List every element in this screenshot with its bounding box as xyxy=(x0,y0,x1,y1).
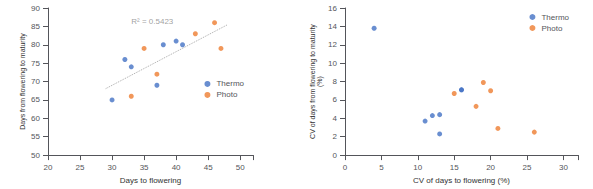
svg-text:50: 50 xyxy=(31,151,40,160)
svg-text:Days from flowering to maturit: Days from flowering to maturity xyxy=(19,33,27,130)
svg-text:12: 12 xyxy=(328,40,337,49)
svg-text:65: 65 xyxy=(31,95,40,104)
svg-text:5: 5 xyxy=(379,163,384,172)
svg-text:Photo: Photo xyxy=(216,90,237,99)
svg-text:75: 75 xyxy=(31,59,40,68)
svg-text:4: 4 xyxy=(333,114,338,123)
svg-text:30: 30 xyxy=(559,163,568,172)
svg-text:14: 14 xyxy=(328,22,337,31)
svg-text:15: 15 xyxy=(450,163,459,172)
svg-text:20: 20 xyxy=(486,163,495,172)
svg-text:35: 35 xyxy=(140,163,149,172)
svg-text:25: 25 xyxy=(523,163,532,172)
svg-text:85: 85 xyxy=(31,22,40,31)
svg-text:10: 10 xyxy=(413,163,422,172)
svg-text:40: 40 xyxy=(172,163,181,172)
svg-text:50: 50 xyxy=(236,163,245,172)
svg-text:60: 60 xyxy=(31,114,40,123)
svg-text:8: 8 xyxy=(333,77,338,86)
svg-text:Days to flowering: Days to flowering xyxy=(120,176,181,185)
svg-text:25: 25 xyxy=(76,163,85,172)
svg-text:CV of days to flowering (%): CV of days to flowering (%) xyxy=(413,176,510,185)
svg-text:30: 30 xyxy=(108,163,117,172)
svg-text:0: 0 xyxy=(343,163,348,172)
svg-text:R² = 0.5423: R² = 0.5423 xyxy=(131,17,174,26)
svg-text:10: 10 xyxy=(328,59,337,68)
svg-text:Photo: Photo xyxy=(541,24,562,33)
svg-text:CV of days from flowering to m: CV of days from flowering to maturity xyxy=(309,24,316,139)
svg-text:2: 2 xyxy=(333,132,338,141)
svg-text:90: 90 xyxy=(31,4,40,13)
svg-text:Thermo: Thermo xyxy=(541,13,569,22)
svg-text:70: 70 xyxy=(31,77,40,86)
svg-text:16: 16 xyxy=(328,4,337,13)
svg-text:45: 45 xyxy=(204,163,213,172)
svg-text:Thermo: Thermo xyxy=(216,79,244,88)
svg-text:55: 55 xyxy=(31,132,40,141)
svg-text:80: 80 xyxy=(31,40,40,49)
svg-text:20: 20 xyxy=(44,163,53,172)
svg-text:6: 6 xyxy=(333,95,338,104)
svg-text:(%): (%) xyxy=(316,76,324,87)
svg-text:0: 0 xyxy=(333,151,338,160)
